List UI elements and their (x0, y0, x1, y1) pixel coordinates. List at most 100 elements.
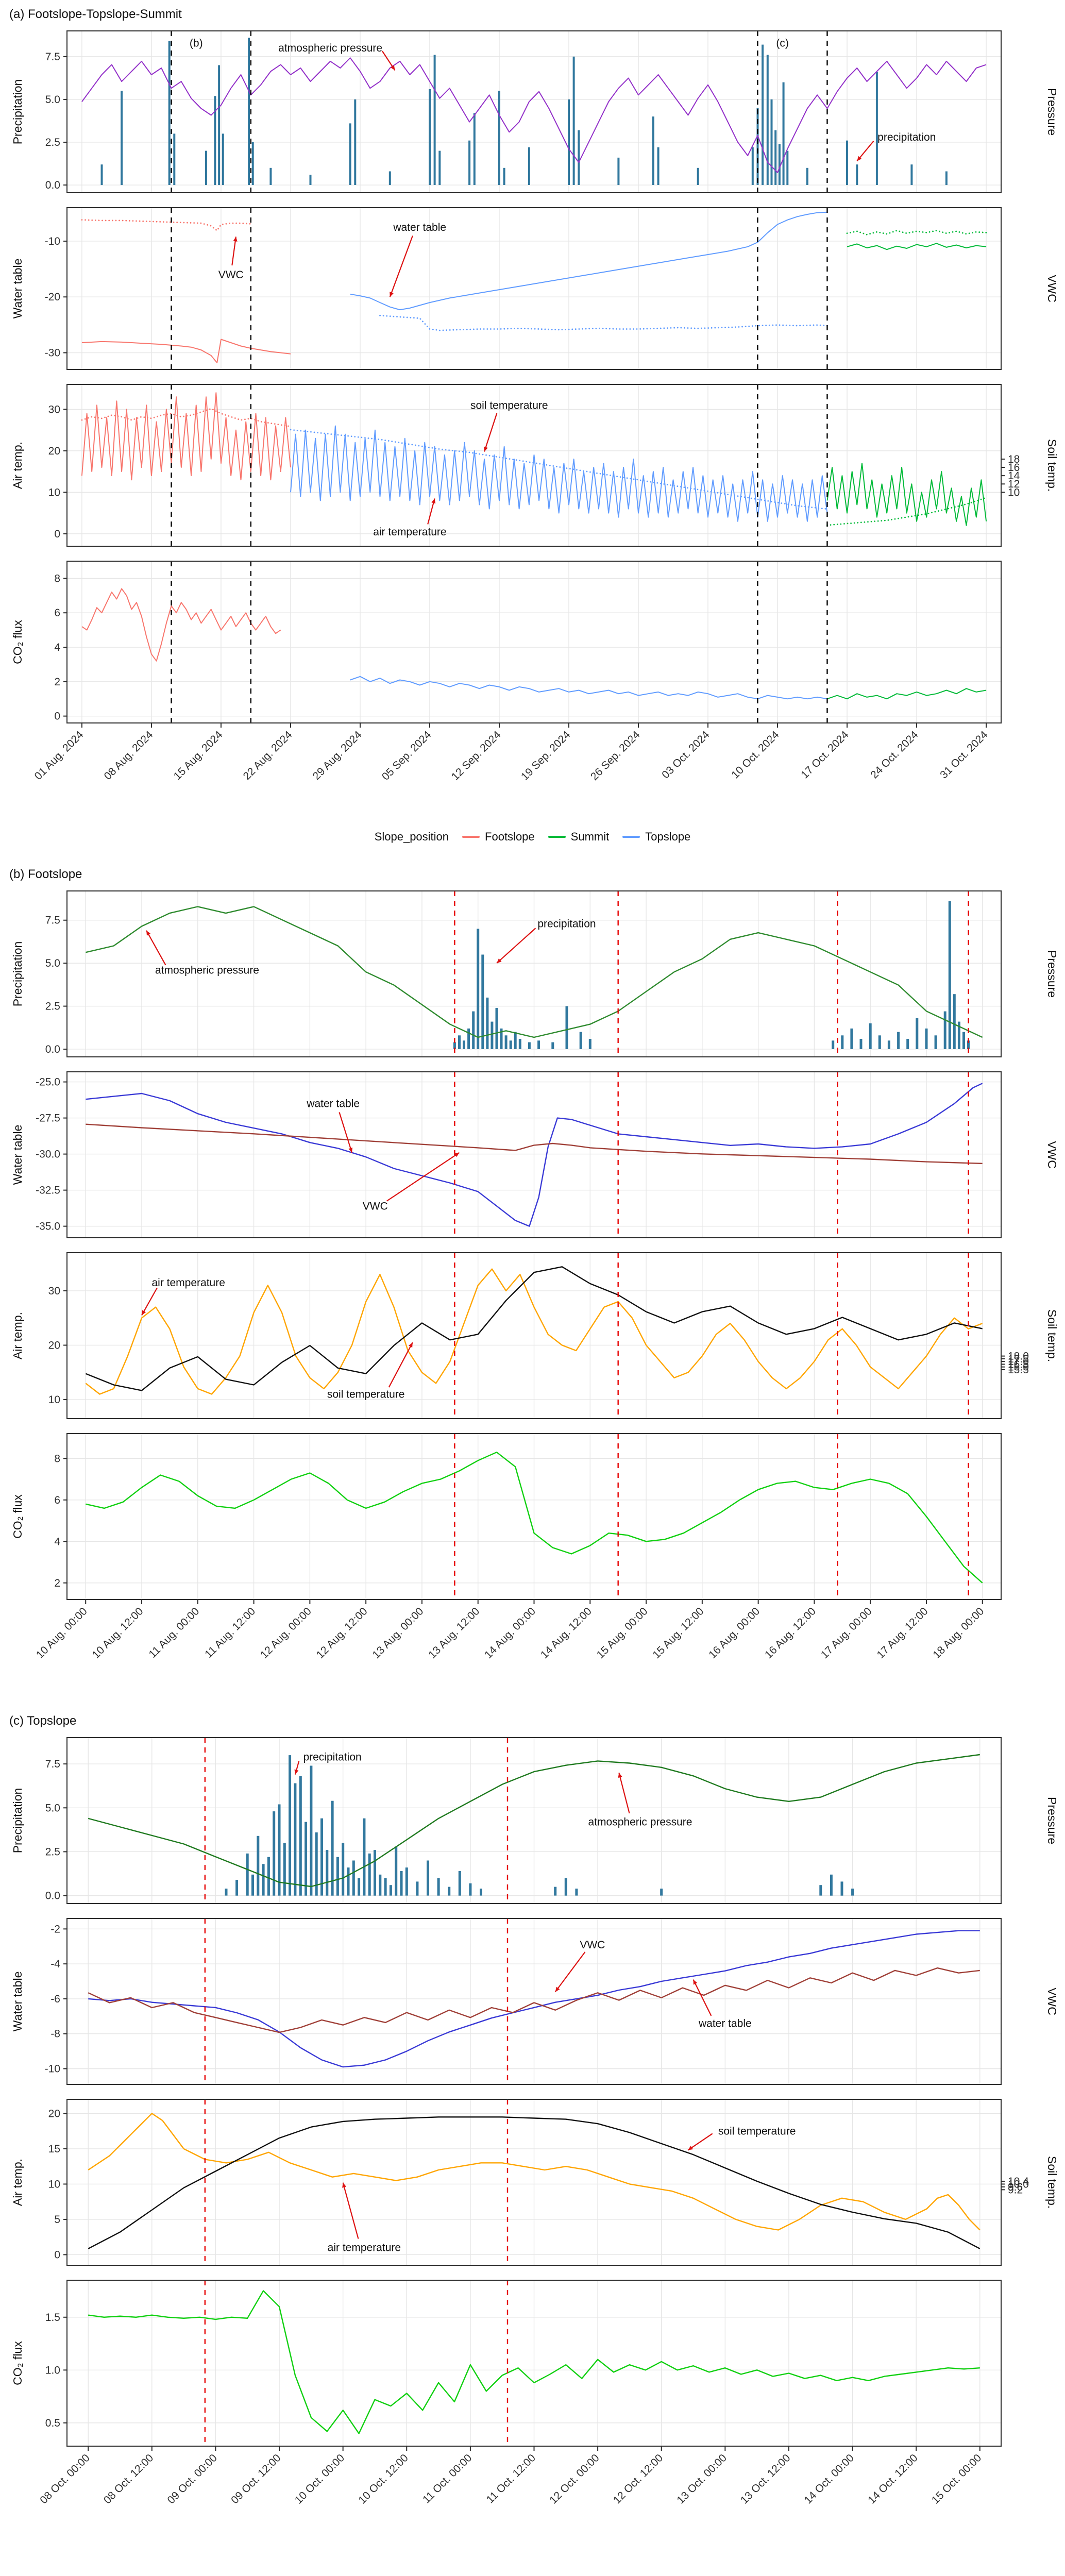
annotation-arrow (496, 928, 536, 964)
precipitation-bar (349, 123, 351, 185)
annotation-arrow (388, 1342, 413, 1388)
precipitation-bar (384, 1878, 387, 1896)
precipitation-bar (588, 1039, 591, 1049)
annotation-text: atmospheric pressure (155, 964, 259, 976)
precipitation-bar (358, 1878, 361, 1896)
precipitation-bar (388, 171, 391, 186)
precipitation-bar (429, 89, 431, 186)
y-axis-title-right: Pressure (1045, 950, 1059, 998)
precipitation-bar (352, 1860, 355, 1896)
annotation-text: (c) (776, 37, 789, 49)
legend-entry-summit: Summit (548, 830, 609, 844)
atmospheric-pressure-line (88, 1754, 980, 1888)
precipitation-bar (830, 1874, 833, 1896)
precipitation-bar (473, 113, 476, 186)
annotation-arrowhead (693, 1979, 698, 1985)
x-tick-label: 18 Aug. 00:00 (931, 1605, 986, 1661)
annotation-arrow (687, 2133, 713, 2151)
precipitation-bar (248, 38, 250, 186)
y-axis-title-right: Pressure (1045, 88, 1059, 136)
x-tick-label: 12 Aug. 12:00 (314, 1605, 370, 1661)
precipitation-bar (537, 1040, 540, 1049)
y-left-tick-label: 5 (54, 2214, 60, 2226)
plot-background (67, 561, 1001, 723)
x-tick-label: 10 Aug. 12:00 (90, 1605, 146, 1661)
y-axis-title-left: Air temp. (11, 442, 24, 489)
annotation-text: precipitation (303, 1751, 361, 1763)
precipitation-bar (491, 1021, 494, 1049)
precipitation-bar (652, 116, 654, 185)
precipitation-bar (326, 1850, 329, 1896)
y-left-tick-label: 20 (48, 2108, 60, 2119)
precipitation-bar (617, 157, 620, 186)
legend-label: Footslope (485, 830, 535, 843)
y-left-tick-label: -10 (45, 235, 60, 247)
precipitation-bar (100, 164, 103, 186)
precipitation-bar (498, 91, 500, 186)
y-axis-title-left: Precipitation (11, 1788, 24, 1854)
precipitation-bar (962, 1032, 965, 1049)
y-left-tick-label: 6 (54, 1494, 60, 1506)
x-tick-label: 11 Aug. 00:00 (147, 1605, 202, 1660)
x-tick-label: 13 Oct. 12:00 (738, 2452, 792, 2506)
y-left-tick-label: 2.5 (45, 1846, 60, 1858)
x-tick-label: 08 Aug. 2024 (102, 729, 156, 782)
x-tick-label: 01 Aug. 2024 (32, 729, 86, 782)
y-right-tick-label: 16.5 (1008, 1358, 1029, 1370)
x-tick-label: 09 Oct. 12:00 (229, 2452, 283, 2506)
y-left-tick-label: -20 (45, 291, 60, 303)
topslope-air-temperature-line (290, 425, 828, 522)
precipitation-bar (273, 1811, 276, 1896)
precipitation-bar (766, 55, 769, 185)
footslope-vwc-line (81, 219, 252, 231)
precipitation-bar (934, 1035, 937, 1049)
annotation-text: atmospheric pressure (278, 42, 382, 54)
precipitation-bar (299, 1776, 302, 1896)
annotation-arrow (231, 237, 236, 266)
precipitation-bar (331, 1800, 334, 1896)
precipitation-bar (168, 41, 171, 186)
y-axis-title-left: CO₂ flux (11, 1494, 24, 1539)
topslope-vwc-line (379, 314, 828, 331)
annotation-arrowhead (294, 1769, 299, 1775)
precipitation-bar (320, 1818, 323, 1896)
x-tick-label: 08 Oct. 00:00 (38, 2452, 92, 2506)
panel-b: (b) Footslope precipitation atmospheric p… (6, 867, 1059, 1690)
y-axis-title-left: CO₂ flux (11, 2341, 24, 2385)
precipitation-bar (850, 1028, 853, 1049)
precipitation-bar (878, 1035, 881, 1049)
x-tick-label: 22 Aug. 2024 (241, 729, 295, 782)
y-right-tick-label: 16 (1008, 462, 1020, 474)
y-axis-title-left: CO₂ flux (11, 620, 24, 664)
panel-a-title: (a) Footslope-Topslope-Summit (9, 7, 182, 21)
panel-c-subplot-precipitation-pressure: precipitation atmospheric pressure 0.0 2.5 5… (11, 1737, 1059, 1904)
y-left-tick-label: -8 (50, 2028, 60, 2040)
plot-border (66, 1737, 1002, 1904)
precipitation-bar (305, 1822, 308, 1896)
panel-b-subplot-water-table-vwc: water tableVWC-35.0-32.5-30.0-27.5-25.00… (11, 1071, 1059, 1238)
precipitation-bar (395, 1846, 398, 1896)
precipitation-bar (657, 147, 660, 185)
y-left-tick-label: 7.5 (45, 51, 60, 63)
y-axis-title-right: VWC (1045, 275, 1059, 302)
annotation-arrowhead (233, 237, 238, 242)
y-right-tick-label: 10 (1008, 486, 1020, 498)
x-tick-label: 13 Aug. 00:00 (370, 1605, 426, 1661)
precipitation-bar (283, 1843, 286, 1896)
precipitation-bar (458, 1871, 461, 1896)
y-right-tick-label: 17.5 (1008, 1353, 1029, 1365)
x-tick-label: 09 Oct. 00:00 (165, 2452, 219, 2506)
y-left-tick-label: 0 (54, 711, 60, 722)
precipitation-bar (770, 99, 773, 185)
precipitation-bar (427, 1860, 429, 1896)
y-left-tick-label: -4 (50, 1958, 60, 1970)
precipitation-bar (875, 72, 878, 185)
annotation-text: atmospheric pressure (588, 1816, 692, 1828)
y-left-tick-label: 8 (54, 573, 60, 584)
precipitation-bar (495, 1007, 498, 1049)
precipitation-bar (477, 929, 480, 1049)
vwc-line (86, 1123, 983, 1165)
co2-flux-line (88, 2290, 980, 2434)
